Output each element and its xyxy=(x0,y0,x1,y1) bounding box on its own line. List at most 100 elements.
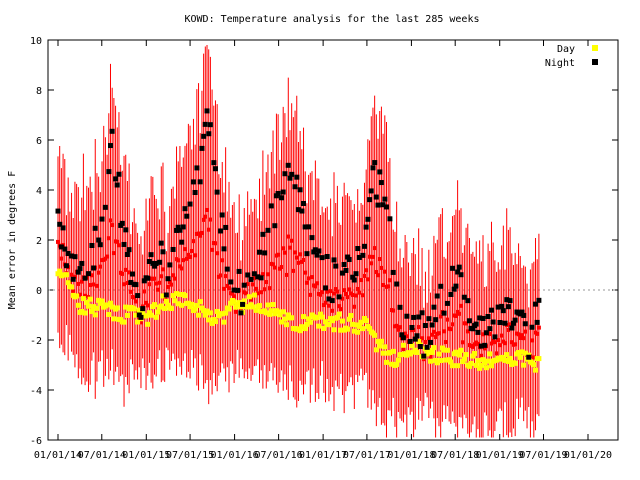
night-point xyxy=(409,324,415,330)
day-point xyxy=(284,322,290,328)
day-point xyxy=(74,293,80,299)
mean-point xyxy=(203,214,208,219)
x-tick-label: 01/01/15 xyxy=(122,450,170,461)
day-point xyxy=(275,309,281,315)
mean-point xyxy=(111,251,116,256)
mean-point xyxy=(172,276,177,281)
mean-point xyxy=(157,280,162,285)
night-point xyxy=(204,108,210,114)
day-point xyxy=(131,306,137,312)
night-point xyxy=(387,216,393,222)
mean-point xyxy=(230,291,235,296)
night-point xyxy=(262,250,268,256)
mean-point xyxy=(184,256,189,261)
night-point xyxy=(179,239,185,245)
mean-point xyxy=(357,290,362,295)
mean-point xyxy=(333,287,338,292)
mean-point xyxy=(213,241,218,246)
mean-point xyxy=(509,340,514,345)
mean-point xyxy=(233,309,238,314)
night-point xyxy=(265,227,271,233)
day-point xyxy=(438,358,444,364)
day-point xyxy=(85,303,91,309)
night-point xyxy=(336,294,342,300)
day-point xyxy=(504,352,510,358)
day-point xyxy=(317,311,323,317)
night-point xyxy=(75,269,81,275)
day-point xyxy=(436,351,442,357)
mean-point xyxy=(330,308,335,313)
day-point xyxy=(443,357,449,363)
mean-point xyxy=(503,341,508,346)
day-point xyxy=(304,321,310,327)
mean-point xyxy=(249,297,254,302)
mean-point xyxy=(377,257,382,262)
mean-point xyxy=(337,304,342,309)
night-point xyxy=(434,293,440,299)
day-point xyxy=(507,355,513,361)
night-point xyxy=(240,301,246,307)
day-point xyxy=(453,349,459,355)
night-point xyxy=(180,224,186,230)
night-point xyxy=(141,278,147,284)
day-point xyxy=(429,349,435,355)
day-point xyxy=(363,318,369,324)
day-point xyxy=(394,361,400,367)
night-point xyxy=(480,316,486,322)
mean-point xyxy=(122,282,127,287)
night-point xyxy=(224,266,230,272)
mean-point xyxy=(332,291,337,296)
day-point xyxy=(152,302,158,308)
night-point xyxy=(466,318,472,324)
night-points xyxy=(55,108,542,360)
night-point xyxy=(201,133,207,139)
night-point xyxy=(285,162,291,168)
night-point xyxy=(79,260,85,266)
night-point xyxy=(505,304,511,310)
night-point xyxy=(404,313,410,319)
day-point xyxy=(516,350,522,356)
night-point xyxy=(255,274,261,280)
day-points xyxy=(55,268,542,373)
day-point xyxy=(416,339,422,345)
mean-point xyxy=(365,277,370,282)
night-point xyxy=(329,298,335,304)
mean-point xyxy=(272,265,277,270)
day-point xyxy=(377,343,383,349)
mean-point xyxy=(59,256,64,261)
day-point xyxy=(214,308,220,314)
night-point xyxy=(91,265,97,271)
x-tick-label: 01/01/14 xyxy=(34,450,82,461)
day-point xyxy=(99,298,105,304)
mean-point xyxy=(218,273,223,278)
night-point xyxy=(372,160,378,166)
night-point xyxy=(106,169,112,175)
night-point xyxy=(287,175,293,181)
day-point xyxy=(109,304,115,310)
mean-point xyxy=(243,291,248,296)
day-point xyxy=(466,363,472,369)
mean-point xyxy=(83,293,88,298)
mean-point xyxy=(355,286,360,291)
mean-point xyxy=(56,239,60,244)
day-point xyxy=(263,310,269,316)
day-point xyxy=(472,350,478,356)
legend-night-swatch xyxy=(592,59,598,65)
mean-point xyxy=(481,332,486,337)
mean-point xyxy=(496,338,501,343)
day-point xyxy=(346,316,352,322)
night-point xyxy=(412,336,418,342)
mean-point xyxy=(259,290,264,295)
day-point xyxy=(441,347,447,353)
night-point xyxy=(428,339,434,345)
day-point xyxy=(165,302,171,308)
day-point xyxy=(279,319,285,325)
y-tick-label: 10 xyxy=(30,36,42,47)
day-point xyxy=(350,321,356,327)
day-point xyxy=(75,302,81,308)
night-point xyxy=(192,189,198,195)
night-point xyxy=(365,216,371,222)
day-point xyxy=(104,302,110,308)
legend-night-label: Night xyxy=(545,58,575,69)
night-point xyxy=(175,224,181,230)
